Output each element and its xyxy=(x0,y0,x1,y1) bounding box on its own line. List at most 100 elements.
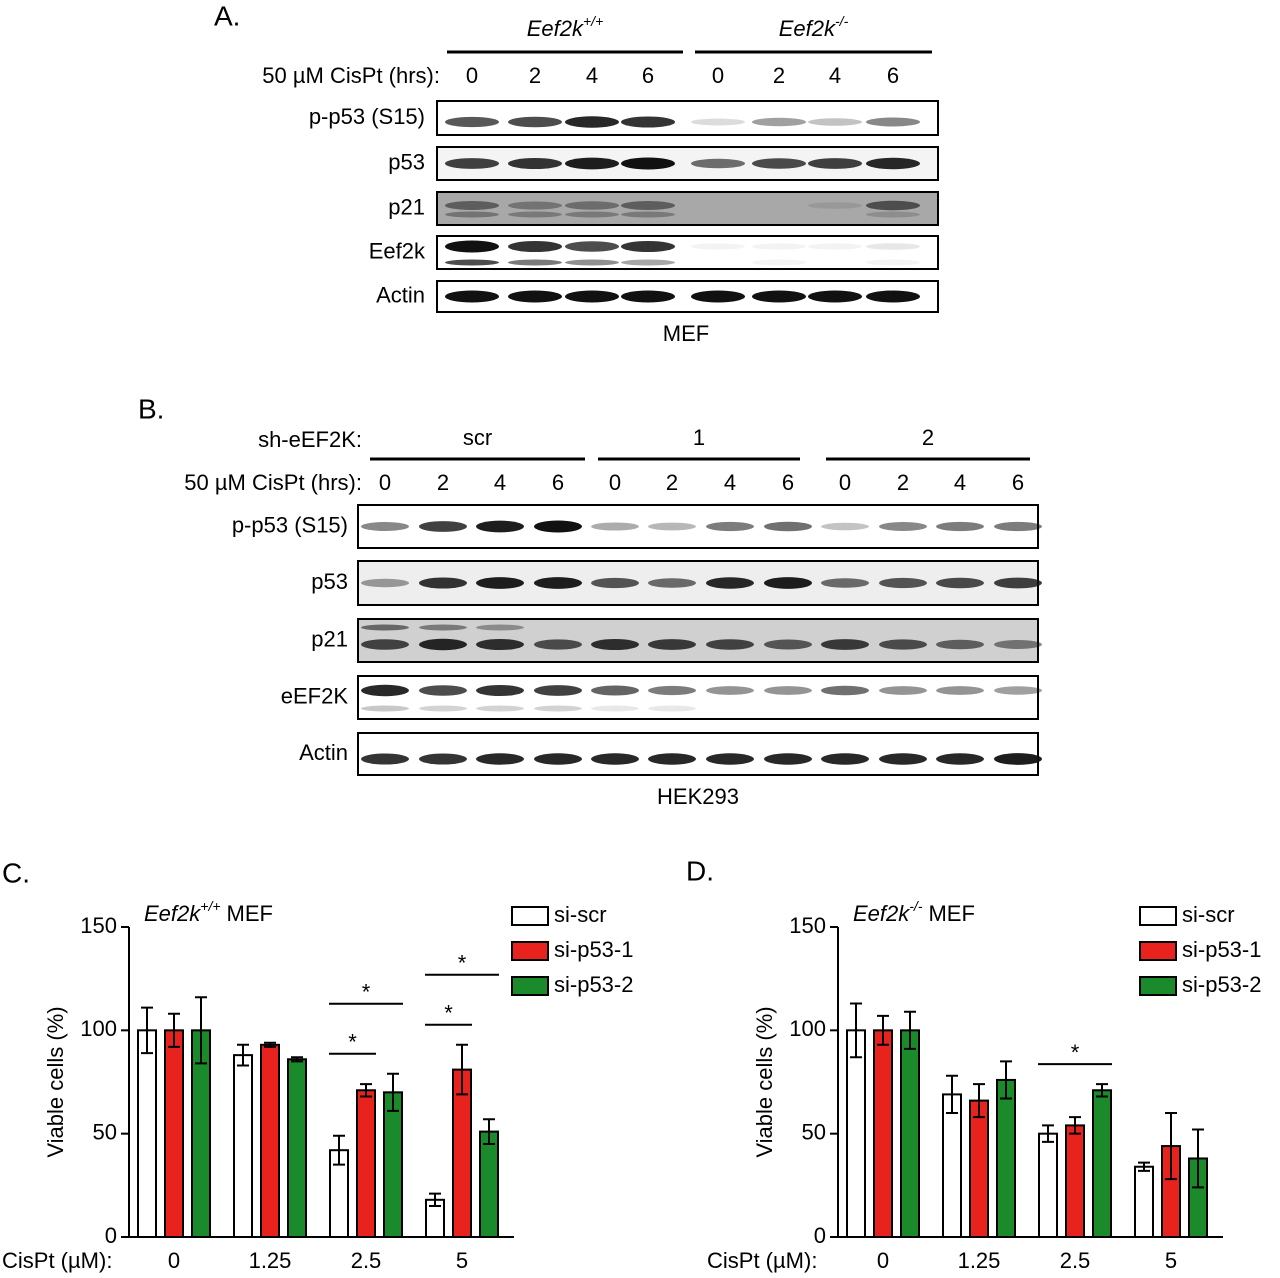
timepoint: 4 xyxy=(586,63,598,88)
row-label: eEF2K xyxy=(281,683,349,708)
band xyxy=(476,624,524,631)
y-tick-label: 50 xyxy=(802,1119,826,1144)
band xyxy=(821,639,869,650)
y-tick-label: 150 xyxy=(80,913,117,938)
error-bar xyxy=(877,1014,889,1046)
band xyxy=(866,157,920,170)
error-bar xyxy=(387,1072,399,1112)
error-bar xyxy=(1192,1128,1204,1189)
band xyxy=(821,685,869,696)
band xyxy=(534,705,582,712)
band xyxy=(808,158,862,169)
band xyxy=(621,116,675,128)
band xyxy=(808,243,862,250)
timepoint: 2 xyxy=(773,63,785,88)
band xyxy=(565,116,619,128)
bar xyxy=(137,1029,157,1239)
band xyxy=(565,201,619,210)
error-bar xyxy=(429,1192,441,1207)
band xyxy=(808,202,862,209)
row-label: Eef2k xyxy=(369,238,426,263)
band xyxy=(591,705,639,712)
band xyxy=(821,578,869,588)
band xyxy=(648,705,696,712)
x-tick-label: 0 xyxy=(877,1248,889,1273)
error-bar xyxy=(973,1083,985,1119)
band xyxy=(994,753,1042,765)
band xyxy=(648,639,696,650)
band xyxy=(936,577,984,589)
band xyxy=(648,685,696,696)
band xyxy=(419,638,467,651)
band xyxy=(361,522,409,531)
band xyxy=(534,577,582,589)
band xyxy=(936,686,984,695)
band xyxy=(445,201,499,210)
band xyxy=(706,686,754,695)
band xyxy=(936,639,984,650)
x-axis-label: CisPt (µM): xyxy=(2,1248,112,1273)
band xyxy=(591,685,639,696)
timepoint: 0 xyxy=(466,63,478,88)
band xyxy=(936,521,984,532)
group-label: 1 xyxy=(693,425,705,450)
band xyxy=(621,290,675,303)
bar xyxy=(1134,1165,1154,1238)
timepoint: 6 xyxy=(552,470,564,495)
bar xyxy=(260,1043,280,1239)
bar xyxy=(1038,1132,1058,1238)
band xyxy=(565,259,619,266)
bar xyxy=(356,1089,376,1239)
band xyxy=(764,753,812,765)
band xyxy=(706,639,754,650)
row-label: Actin xyxy=(376,282,425,307)
band xyxy=(879,522,927,531)
timepoint: 0 xyxy=(379,470,391,495)
error-bar xyxy=(237,1043,249,1067)
blot-box xyxy=(436,235,939,270)
band xyxy=(476,705,524,712)
band xyxy=(691,158,745,169)
band xyxy=(994,686,1042,695)
band xyxy=(866,243,920,250)
group-label: scr xyxy=(463,425,492,450)
band xyxy=(866,290,920,303)
x-tick-label: 5 xyxy=(1165,1248,1177,1273)
legend-swatch xyxy=(511,976,549,996)
timepoint: 0 xyxy=(839,470,851,495)
band xyxy=(752,290,806,303)
band xyxy=(648,522,696,531)
bar xyxy=(164,1029,184,1239)
cell-line: HEK293 xyxy=(657,784,739,809)
band xyxy=(648,578,696,588)
band xyxy=(879,686,927,695)
genotype: -/- xyxy=(835,13,849,29)
band xyxy=(691,243,745,250)
band xyxy=(508,201,562,210)
band xyxy=(508,290,562,303)
panel-label: B. xyxy=(138,393,164,424)
band xyxy=(648,753,696,765)
y-tick-label: 100 xyxy=(80,1016,117,1041)
timepoint: 2 xyxy=(529,63,541,88)
significance-label: * xyxy=(444,1001,453,1026)
error-bar xyxy=(483,1118,495,1145)
row-label: p21 xyxy=(311,626,348,651)
error-bar xyxy=(291,1056,303,1063)
bar xyxy=(846,1029,866,1239)
band xyxy=(764,686,812,695)
error-bar xyxy=(168,1012,180,1048)
band xyxy=(361,578,409,588)
band xyxy=(866,117,920,127)
band xyxy=(476,753,524,765)
band xyxy=(808,290,862,303)
bar xyxy=(383,1091,403,1239)
panel-label: A. xyxy=(214,0,240,31)
band xyxy=(508,211,562,218)
timepoint: 2 xyxy=(897,470,909,495)
band xyxy=(565,241,619,252)
band xyxy=(361,624,409,631)
gene: Eef2k xyxy=(144,901,201,926)
blot-box xyxy=(357,618,1039,663)
band xyxy=(361,705,409,712)
